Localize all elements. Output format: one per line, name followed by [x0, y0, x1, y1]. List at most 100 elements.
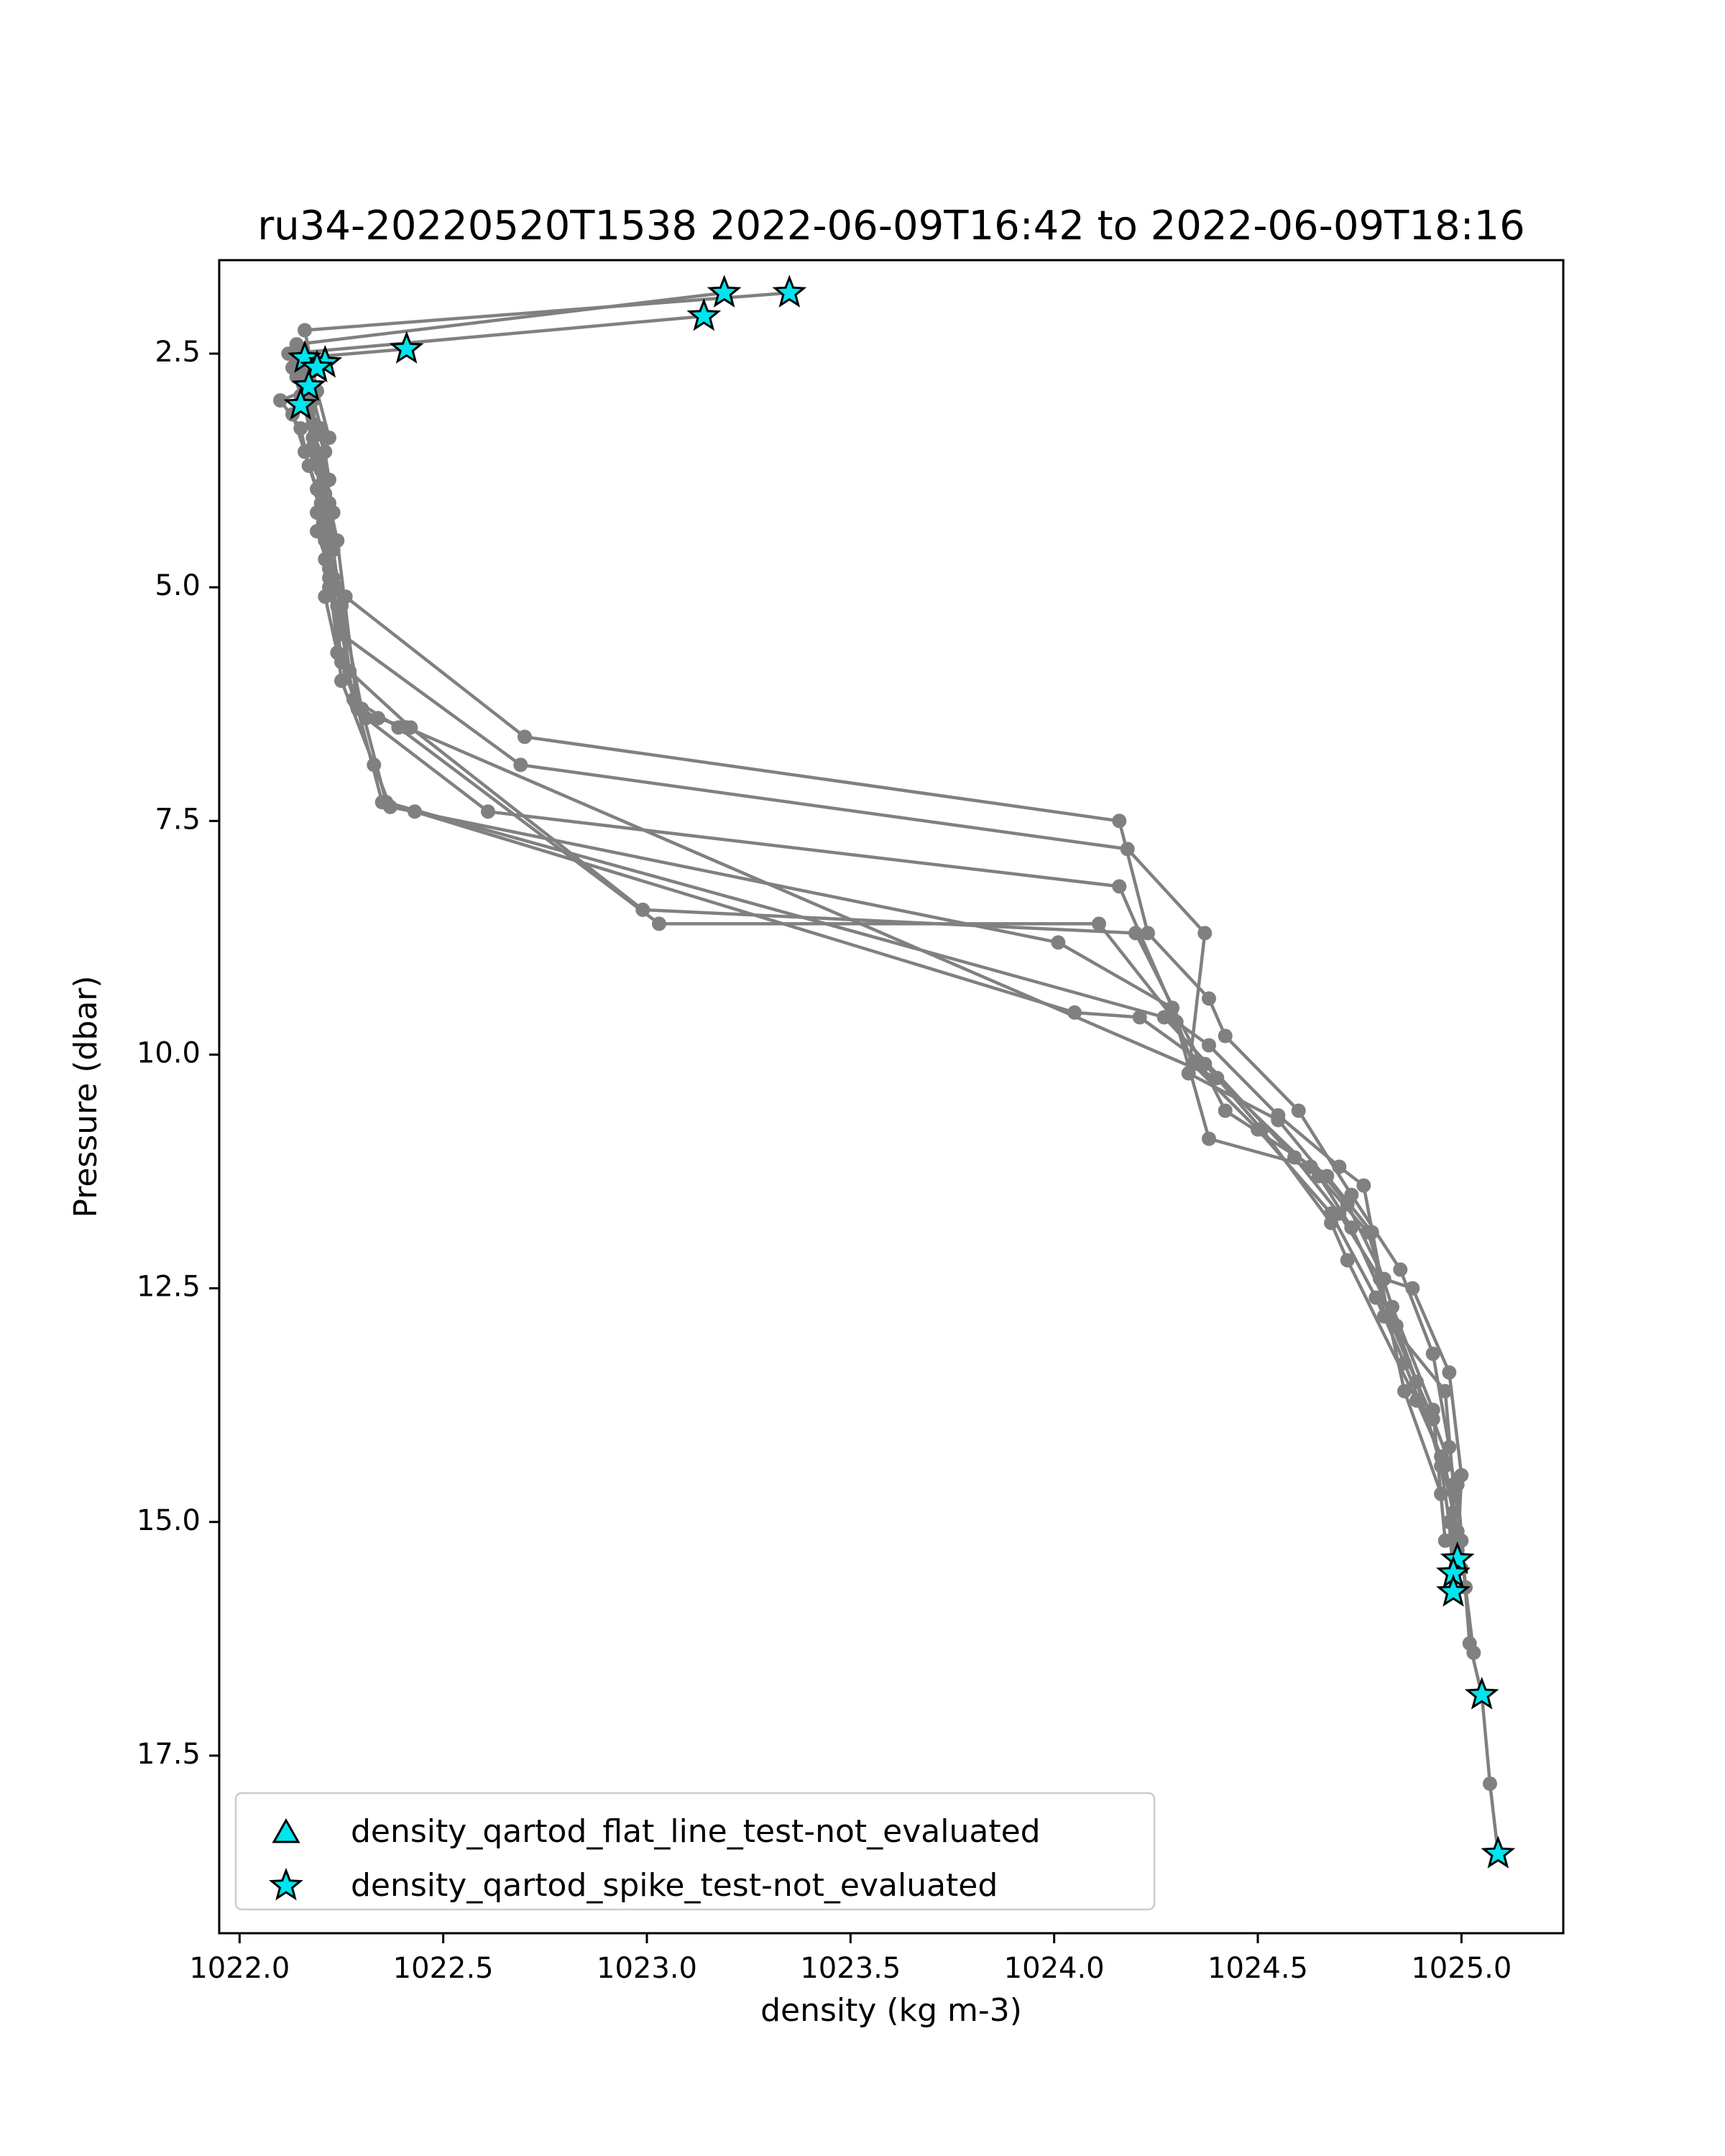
plot-series [273, 285, 1506, 1861]
data-point [635, 902, 650, 917]
x-tick-label: 1025.0 [1411, 1952, 1512, 1985]
data-point [1344, 1220, 1359, 1235]
data-point [1373, 1271, 1387, 1286]
plot-flags [283, 275, 1516, 1869]
data-point [289, 337, 304, 352]
y-tick-label: 5.0 [155, 569, 201, 602]
data-point [1051, 935, 1066, 950]
data-point [1120, 842, 1135, 857]
data-point [1356, 1178, 1371, 1193]
data-point [1450, 1524, 1465, 1539]
data-point [1442, 1514, 1457, 1529]
data-point [1409, 1374, 1424, 1389]
data-point [1287, 1150, 1302, 1165]
data-point [1340, 1253, 1355, 1268]
data-point [322, 430, 336, 446]
legend-entry-spike: density_qartod_spike_test-not_evaluated [351, 1867, 998, 1904]
data-point [298, 323, 312, 338]
triangle-marker [272, 1818, 300, 1843]
data-point [518, 729, 532, 745]
y-tick-label: 15.0 [137, 1504, 201, 1537]
data-point [1442, 1365, 1457, 1380]
data-point [652, 916, 666, 931]
legend: density_qartod_flat_line_test-not_evalua… [234, 1792, 1156, 1911]
x-axis-label: density (kg m-3) [760, 1992, 1022, 2029]
data-point [1210, 1071, 1225, 1085]
chart-title: ru34-20220520T1538 2022-06-09T16:42 to 2… [257, 203, 1524, 249]
spike-flag-marker [283, 387, 318, 420]
spike-flag-marker [1481, 1835, 1516, 1869]
data-point [1092, 916, 1106, 931]
data-point [1332, 1159, 1347, 1174]
data-point [1271, 1108, 1286, 1123]
spike-flag-marker [1440, 1541, 1475, 1575]
data-point [1397, 1383, 1412, 1399]
data-point [1291, 1103, 1306, 1118]
data-point [273, 393, 288, 408]
profile-line-5 [290, 356, 1455, 1593]
data-point [1218, 1103, 1233, 1118]
data-point [354, 701, 369, 717]
x-tick-label: 1024.0 [1004, 1952, 1105, 1985]
data-point [481, 804, 495, 819]
data-point [1483, 1776, 1497, 1791]
spike-flag-marker [291, 368, 326, 401]
x-tick-label: 1022.0 [189, 1952, 290, 1985]
y-tick-label: 7.5 [155, 803, 201, 836]
data-point [1141, 926, 1155, 941]
x-tick-label: 1022.5 [393, 1952, 494, 1985]
y-axis-label: Pressure (dbar) [68, 975, 104, 1217]
data-point [513, 757, 528, 773]
data-point [322, 561, 336, 576]
profile-line-3 [287, 314, 1463, 1570]
data-point [1425, 1402, 1440, 1417]
data-point [371, 711, 385, 726]
data-point [1156, 1010, 1172, 1025]
data-point [1132, 1010, 1147, 1025]
x-tick-label: 1023.5 [800, 1952, 901, 1985]
spike-flag-marker [707, 275, 742, 308]
data-point [1425, 1346, 1440, 1361]
profile-line-6 [299, 361, 1459, 1532]
data-point [330, 533, 345, 548]
data-point [298, 444, 312, 459]
data-point [1405, 1281, 1420, 1296]
data-point [334, 655, 349, 670]
data-point [1112, 879, 1127, 894]
data-point [1128, 926, 1143, 941]
data-point [1393, 1262, 1408, 1277]
data-point [1112, 814, 1127, 829]
data-point [1197, 926, 1213, 941]
plot-frame [218, 259, 1565, 1935]
profile-line-2 [295, 291, 1463, 1560]
legend-entry-flat-line: density_qartod_flat_line_test-not_evalua… [351, 1813, 1041, 1850]
spike-flag-marker [772, 275, 807, 308]
data-point [379, 795, 394, 810]
data-point [1361, 1225, 1375, 1240]
legend-star-marker [269, 1867, 303, 1901]
spike-flag-marker [389, 331, 424, 364]
data-point [1202, 1131, 1216, 1146]
spike-flag-marker [300, 349, 334, 382]
x-axis: 1022.0 1022.5 1023.0 1023.5 1024.0 1024.5 1025… [189, 1933, 1512, 1985]
data-point [1197, 1056, 1213, 1072]
spike-flag-marker [1436, 1574, 1471, 1607]
profile-line-7 [295, 366, 1459, 1552]
data-point [1202, 1038, 1216, 1053]
data-point [399, 720, 414, 735]
spike-flag-marker [686, 298, 722, 331]
profile-line-1 [303, 291, 1500, 1854]
y-tick-label: 10.0 [137, 1036, 201, 1069]
data-point [1202, 991, 1216, 1006]
legend-box [234, 1792, 1156, 1911]
legend-triangle-marker [272, 1818, 300, 1843]
data-point [1218, 1028, 1233, 1044]
data-point [1466, 1645, 1481, 1660]
data-point [318, 519, 333, 534]
y-tick-label: 12.5 [137, 1271, 201, 1304]
profile-line-8 [278, 389, 1455, 1578]
data-point [1324, 1215, 1338, 1230]
data-point [334, 599, 349, 614]
data-point [1438, 1383, 1453, 1399]
data-point [1165, 1000, 1179, 1015]
